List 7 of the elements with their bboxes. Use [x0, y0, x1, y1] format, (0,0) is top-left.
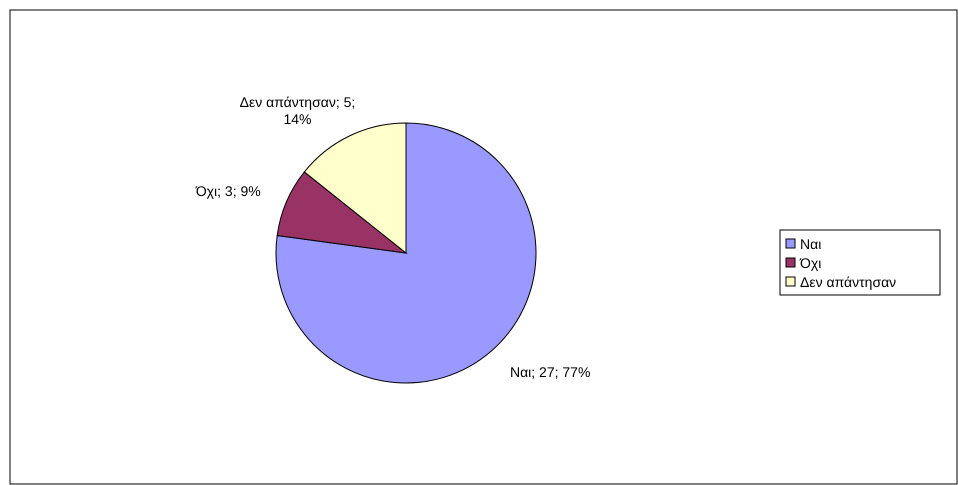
- data-label: Όχι; 3; 9%: [194, 182, 261, 199]
- legend-label: Ναι: [800, 236, 822, 252]
- pie-slice: [276, 122, 536, 384]
- data-label: Δεν απάντησαν; 5; 14%: [240, 94, 356, 128]
- legend-label: Όχι: [799, 255, 822, 271]
- data-label: Ναι; 27; 77%: [510, 364, 590, 380]
- legend-label: Δεν απάντησαν: [800, 274, 896, 290]
